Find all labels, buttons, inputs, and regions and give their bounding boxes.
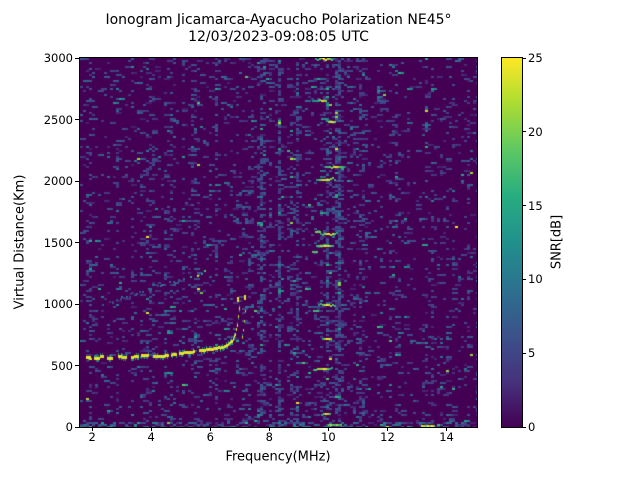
y-tick-mark	[75, 365, 79, 366]
plot-area	[79, 57, 478, 428]
x-tick-mark	[268, 427, 270, 431]
y-tick-mark	[75, 57, 79, 59]
colorbar-label: SNR[dB]	[549, 214, 565, 270]
x-tick-label: 2	[88, 430, 96, 444]
y-axis-label: Virtual Distance(Km)	[12, 174, 28, 310]
colorbar-tick-label: 0	[528, 420, 536, 434]
colorbar-tick-mark	[522, 278, 526, 280]
y-tick-mark	[75, 119, 79, 120]
x-tick-label: 8	[265, 430, 273, 444]
x-tick-mark	[327, 427, 329, 431]
colorbar-tick-label: 10	[528, 272, 543, 287]
colorbar-tick-mark	[522, 426, 526, 428]
colorbar-tick-mark	[522, 57, 526, 59]
x-axis-label: Frequency(MHz)	[225, 449, 331, 465]
x-tick-mark	[209, 427, 211, 431]
colorbar-tick-label: 5	[528, 346, 536, 361]
x-tick-mark	[91, 427, 93, 431]
y-tick-mark	[75, 426, 79, 428]
y-tick-label: 1500	[43, 235, 73, 250]
y-tick-label: 1000	[43, 297, 73, 311]
x-tick-mark	[386, 427, 388, 431]
x-tick-label: 4	[147, 430, 155, 444]
colorbar-gradient	[501, 57, 523, 428]
y-tick-label: 2500	[43, 112, 73, 127]
colorbar-tick-mark	[522, 352, 526, 354]
y-tick-label: 2000	[43, 174, 73, 188]
x-tick-label: 12	[380, 430, 395, 444]
y-tick-label: 500	[51, 358, 73, 373]
colorbar-tick-mark	[522, 131, 526, 133]
colorbar-tick-label: 15	[528, 198, 543, 213]
colorbar-tick-mark	[522, 205, 526, 207]
y-tick-label: 3000	[43, 51, 73, 65]
x-tick-label: 10	[321, 430, 336, 444]
y-tick-mark	[75, 180, 79, 182]
y-tick-mark	[75, 242, 79, 243]
x-tick-mark	[150, 427, 152, 431]
colorbar-tick-label: 20	[528, 124, 543, 139]
colorbar-tick-label: 25	[528, 51, 543, 65]
x-tick-label: 6	[206, 430, 214, 444]
x-tick-mark	[446, 427, 448, 431]
chart-title: Ionogram Jicamarca-Ayacucho Polarization…	[105, 12, 452, 28]
x-tick-label: 14	[439, 430, 454, 444]
chart-subtitle: 12/03/2023-09:08:05 UTC	[188, 29, 369, 45]
y-tick-mark	[75, 303, 79, 305]
ionogram-heatmap-canvas	[80, 58, 477, 427]
chart-title-block: Ionogram Jicamarca-Ayacucho Polarization…	[80, 12, 477, 46]
y-tick-label: 0	[65, 420, 73, 434]
